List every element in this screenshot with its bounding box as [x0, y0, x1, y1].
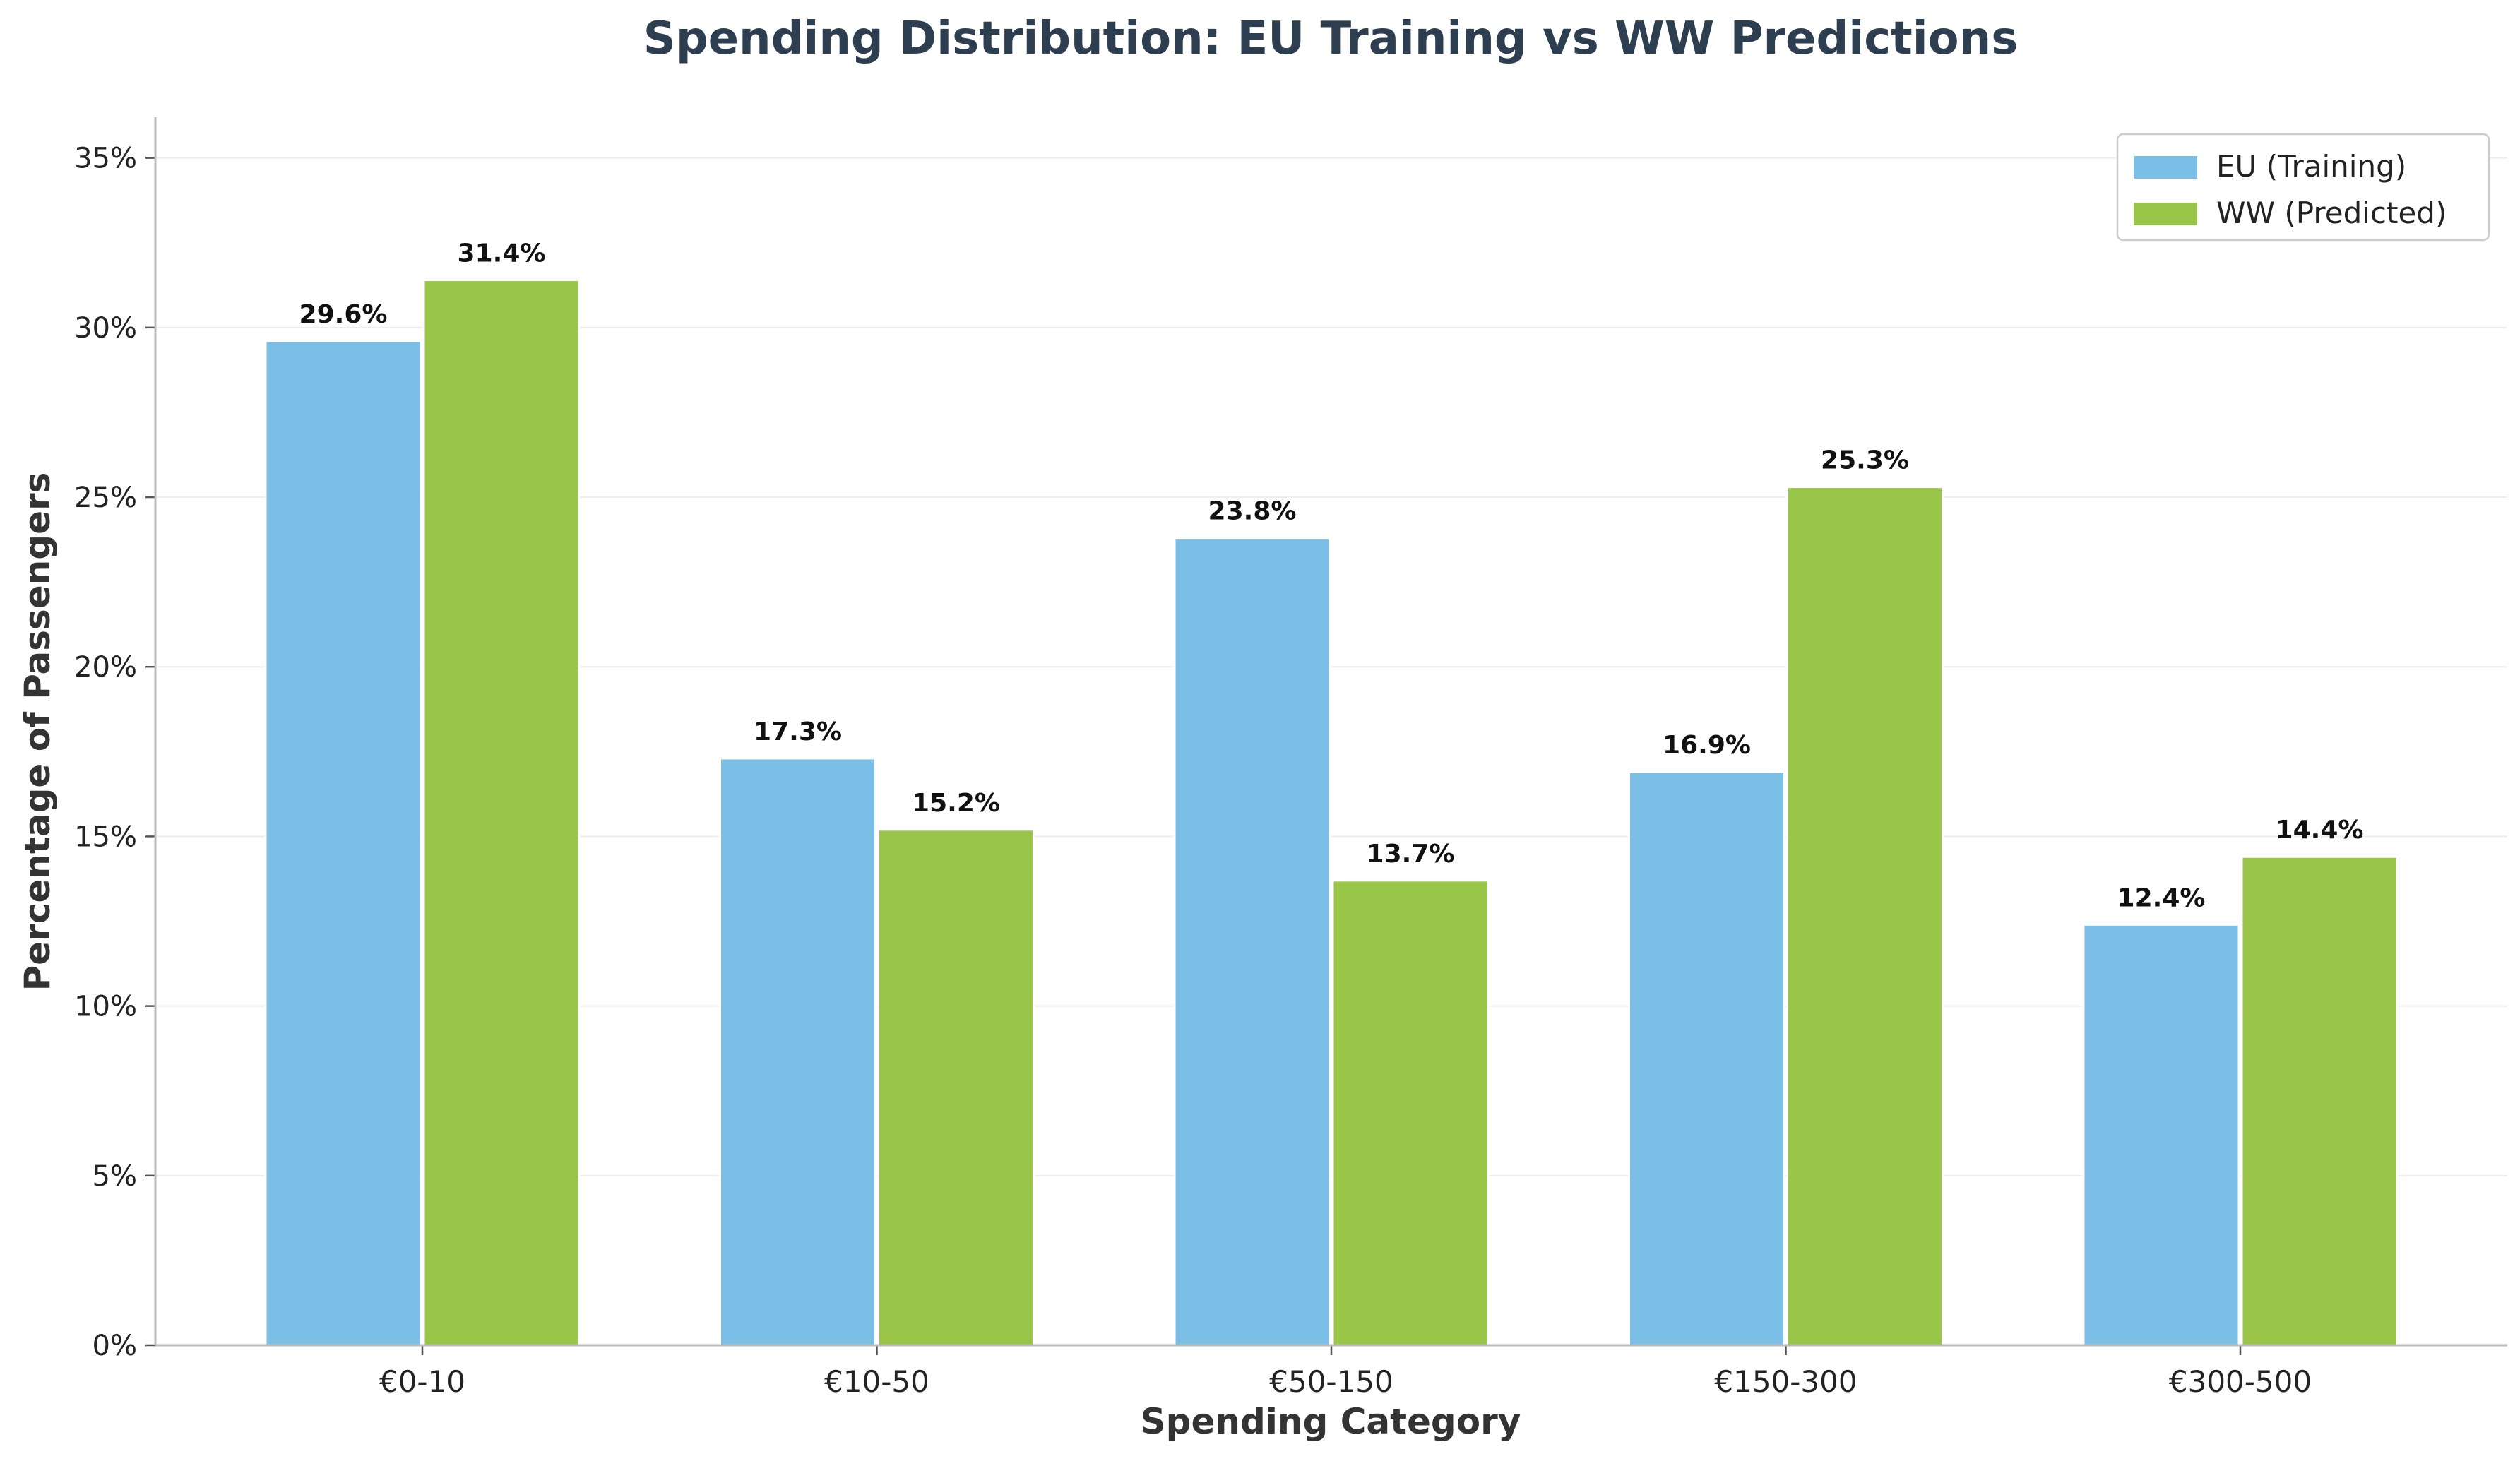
x-tick-label: €150-300 [1714, 1364, 1857, 1399]
x-tick-label: €300-500 [2169, 1364, 2312, 1399]
x-tick-label: €10-50 [824, 1364, 929, 1399]
y-tick-label: 15% [74, 821, 137, 853]
data-label: 16.9% [1663, 731, 1751, 760]
data-label: 12.4% [2117, 883, 2206, 912]
x-tick-label: €50-150 [1269, 1364, 1393, 1399]
legend-swatch [2132, 201, 2199, 227]
axes: 0% 5% 10% 15% 20% 25% 30% 35% €0-10 €10-50 €50-150… [74, 117, 2507, 1399]
y-tick-label: 0% [93, 1330, 137, 1362]
bar-eu [1173, 537, 1331, 1347]
bar-eu [264, 340, 422, 1347]
y-tick-label: 35% [74, 143, 137, 175]
x-tick-label: €0-10 [379, 1364, 465, 1399]
data-label: 14.4% [2276, 816, 2364, 845]
data-label: 29.6% [299, 300, 388, 329]
x-axis-label: Spending Category [1141, 1401, 1521, 1442]
y-tick-label: 20% [74, 651, 137, 684]
bar-ww [2240, 855, 2399, 1347]
y-tick-label: 10% [74, 991, 137, 1023]
data-label: 17.3% [754, 717, 842, 746]
legend: EU (Training) WW (Predicted) [2116, 133, 2490, 242]
bar-ww [1786, 486, 1944, 1347]
bar-ww [1331, 879, 1490, 1347]
data-label: 31.4% [458, 239, 546, 268]
bar-ww [422, 279, 581, 1347]
chart-title: Spending Distribution: EU Training vs WW… [643, 13, 2019, 65]
legend-swatch [2132, 155, 2199, 180]
y-axis-label: Percentage of Passengers [17, 472, 58, 991]
legend-label: WW (Predicted) [2216, 196, 2447, 230]
legend-box [2116, 133, 2490, 242]
bar-eu [2082, 923, 2240, 1347]
bar-eu [719, 757, 876, 1347]
y-tick-label: 5% [93, 1160, 137, 1193]
y-tick-label: 25% [74, 482, 137, 514]
data-label: 25.3% [1821, 446, 1909, 475]
legend-label: EU (Training) [2216, 149, 2406, 184]
y-tick-label: 30% [74, 312, 137, 345]
bar-eu [1628, 770, 1785, 1347]
data-label: 23.8% [1208, 497, 1297, 526]
data-label: 15.2% [912, 789, 1000, 818]
bars: 29.6% 31.4% 17.3% 15.2% 23.8% 13.7% 16.9% 25.3%… [264, 239, 2399, 1347]
data-label: 13.7% [1367, 840, 1455, 869]
bar-ww [877, 828, 1035, 1347]
